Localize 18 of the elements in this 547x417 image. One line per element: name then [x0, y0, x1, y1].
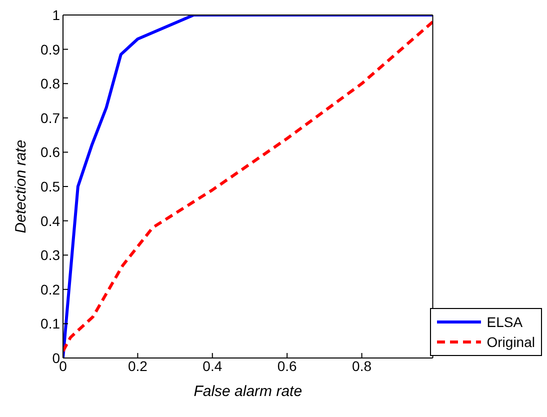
y-tick-label: 0.7 — [40, 110, 60, 126]
y-tick-label: 0.9 — [40, 41, 60, 58]
y-tick-label: 0.2 — [40, 281, 60, 298]
y-tick-label: 1 — [52, 6, 60, 23]
y-tick-label: 0.8 — [40, 76, 60, 92]
y-tick-label: 0.3 — [40, 247, 60, 264]
x-axis-title: False alarm rate — [194, 383, 302, 400]
y-tick-label: 0.5 — [40, 178, 60, 194]
x-tick-label: 0.6 — [277, 358, 298, 374]
x-tick-label: 0.4 — [202, 358, 222, 374]
y-axis-title: Detection rate — [12, 140, 30, 234]
y-tick-label: 0.1 — [40, 316, 60, 332]
y-tick-label: 0.4 — [40, 212, 60, 229]
x-tick-label: 0.8 — [352, 358, 372, 374]
legend-label: Original — [486, 333, 535, 352]
y-tick-label: 0.6 — [40, 144, 60, 160]
legend-label: ELSA — [486, 313, 523, 332]
x-tick-label: 0.2 — [128, 358, 148, 374]
